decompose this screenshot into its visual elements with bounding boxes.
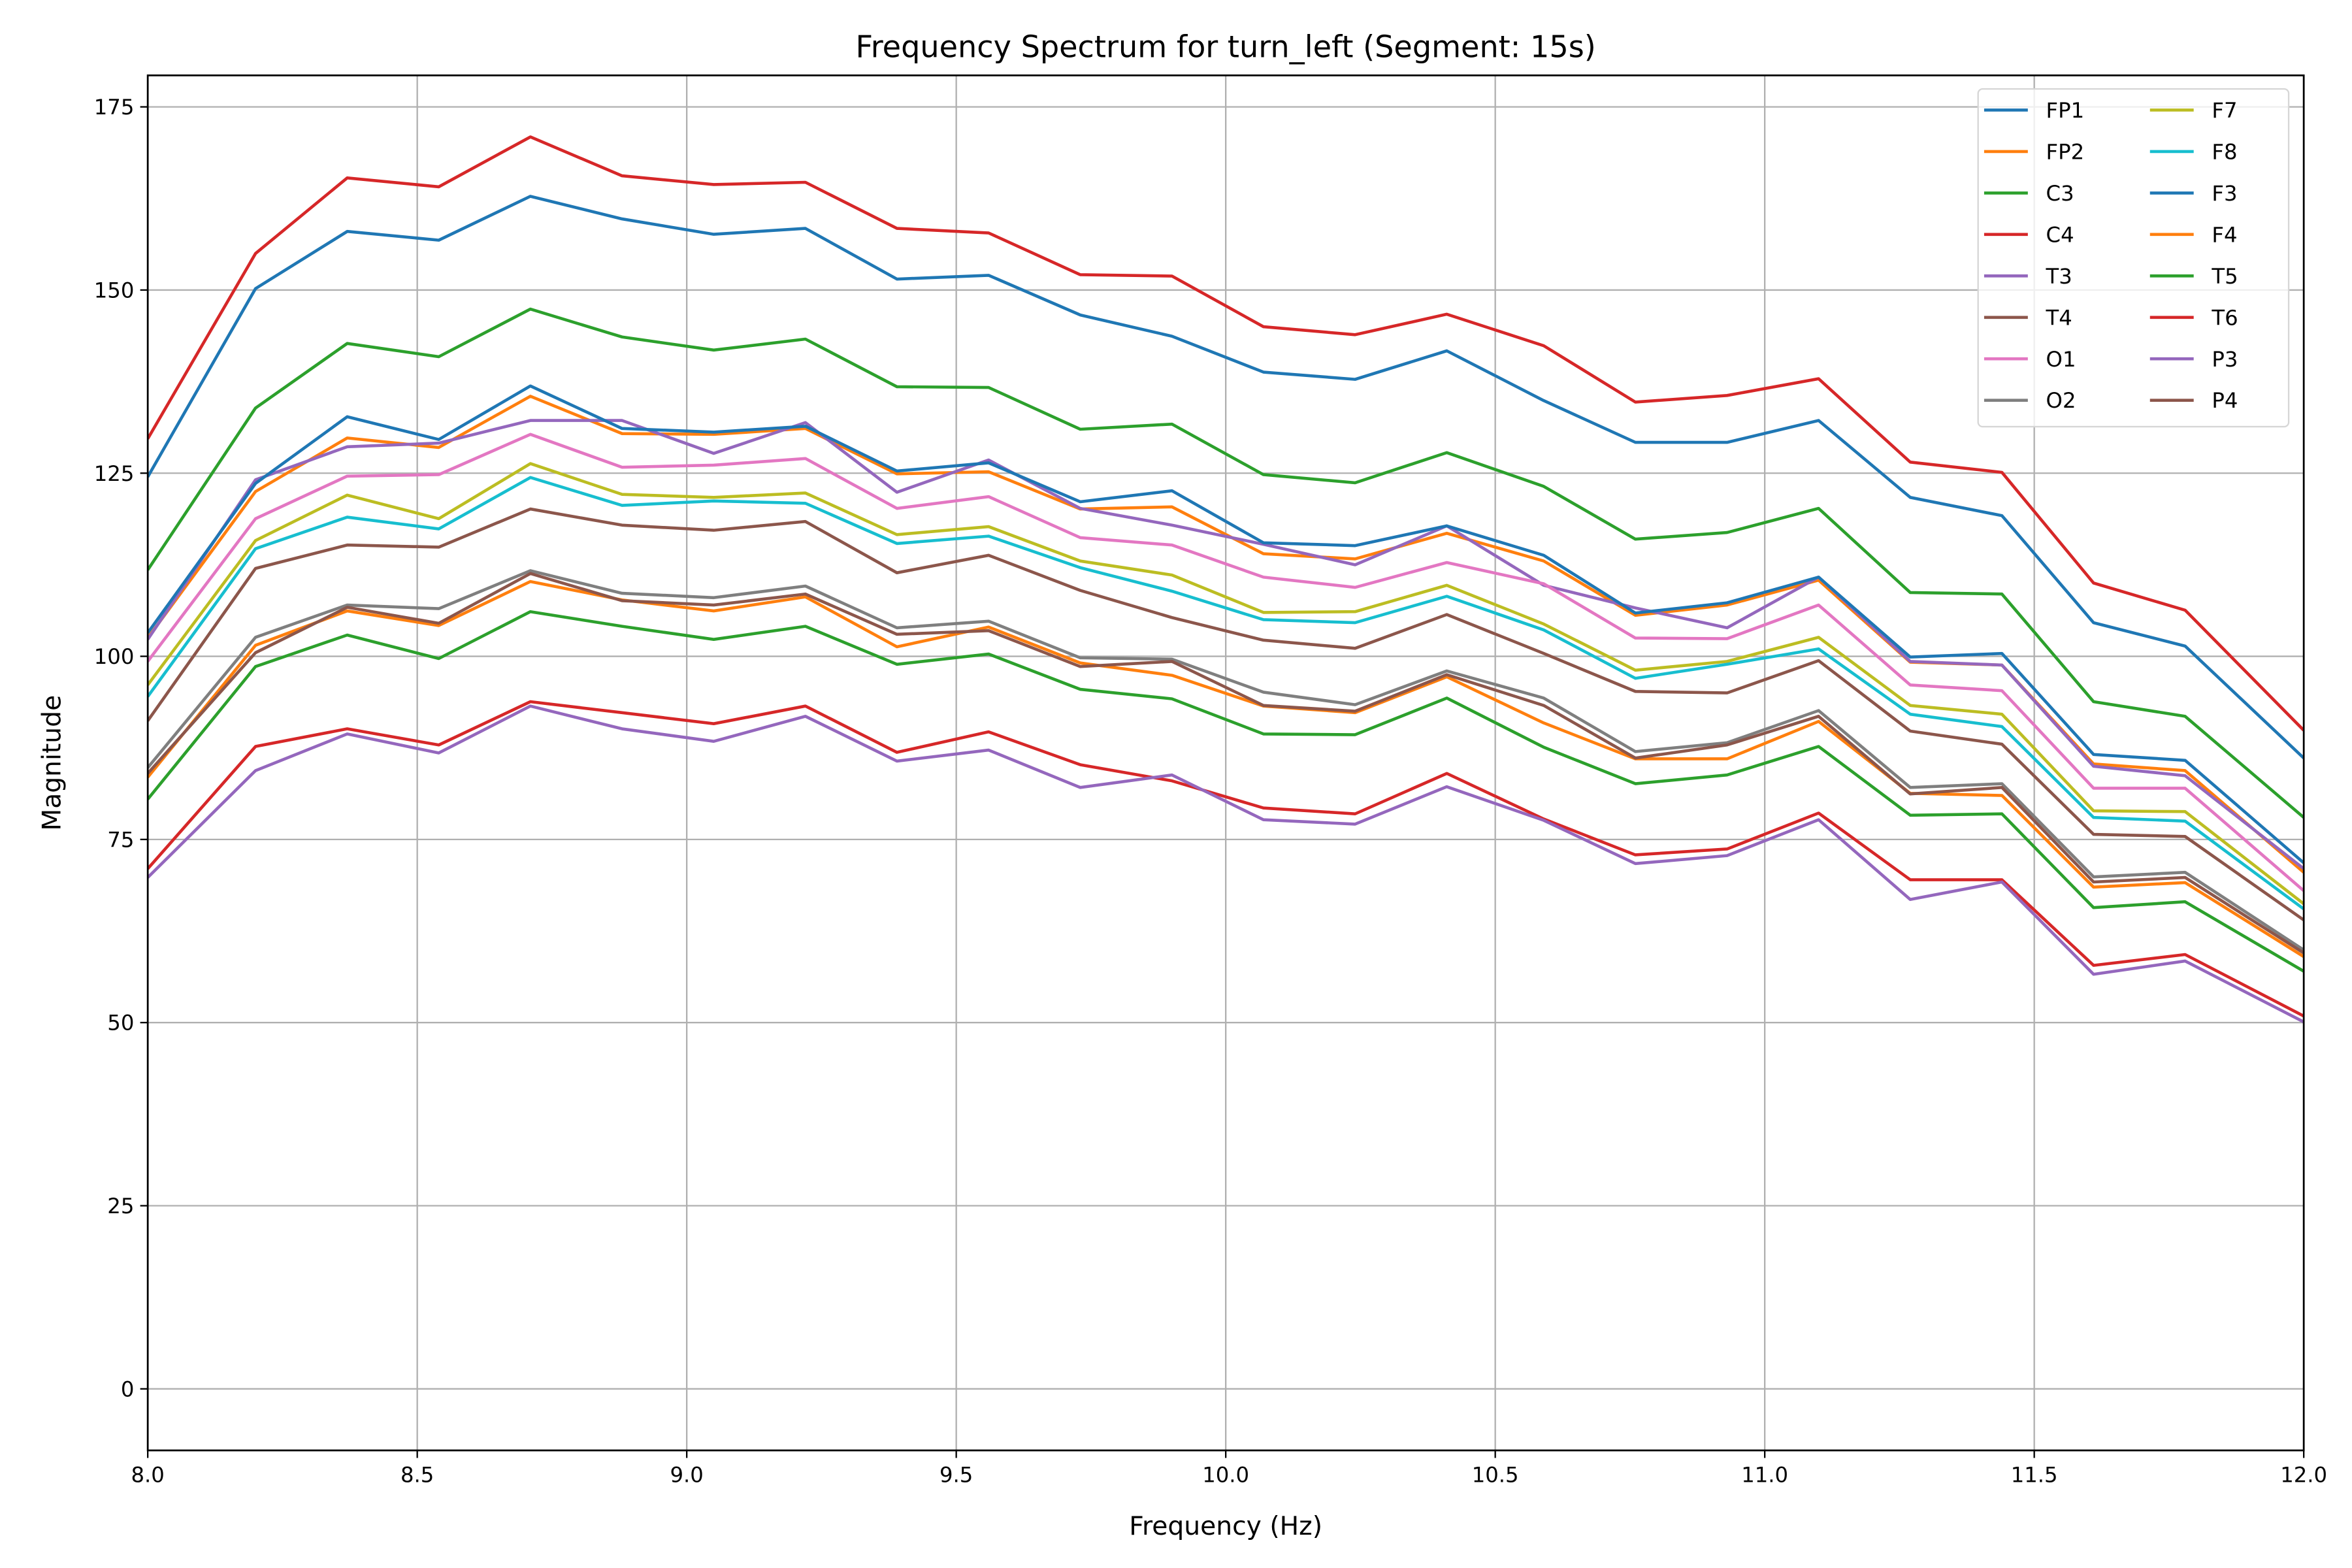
series-line-t4 (148, 507, 2304, 922)
series-line-f8 (148, 476, 2304, 911)
x-tick-label: 11.0 (1741, 1462, 1788, 1487)
legend-label: O2 (2046, 388, 2076, 413)
legend-label: F7 (2212, 98, 2237, 123)
series-line-c3 (148, 307, 2304, 819)
y-tick-label: 150 (94, 278, 135, 302)
legend-entry-t3: T3 (1984, 264, 2072, 289)
legend: FP1 FP2 C3 C4 T3 T4 O1 O2 F7 F8 F3 F4 T5 T6 P3 P4 (1977, 88, 2290, 428)
y-tick-label: 25 (107, 1194, 134, 1218)
series-line-o2 (148, 569, 2304, 952)
y-tick-label: 0 (121, 1377, 135, 1401)
legend-entry-p3: P3 (2149, 347, 2238, 372)
legend-label: T6 (2211, 305, 2238, 330)
legend-entry-f7: F7 (2149, 98, 2238, 123)
legend-entry-c4: C4 (1984, 222, 2074, 247)
y-tick-label: 125 (94, 461, 135, 486)
legend-label: T3 (2046, 264, 2072, 289)
y-tick-label: 100 (94, 644, 135, 669)
legend-entry-t5: T5 (2149, 264, 2238, 289)
legend-label: P3 (2212, 347, 2238, 372)
series-line-t3 (148, 419, 2304, 870)
legend-label: C4 (2046, 222, 2074, 247)
legend-label: F4 (2212, 222, 2237, 247)
x-tick-label: 8.0 (131, 1462, 164, 1487)
x-tick-label: 8.5 (400, 1462, 434, 1487)
series-line-p4 (148, 572, 2304, 955)
legend-entry-p4: P4 (2149, 388, 2238, 413)
legend-label: F8 (2212, 139, 2237, 164)
legend-label: C3 (2046, 181, 2074, 206)
x-tick-label: 10.0 (1202, 1462, 1249, 1487)
legend-entry-f4: F4 (2149, 222, 2238, 247)
y-tick-label: 175 (94, 95, 135, 120)
series-line-f7 (148, 462, 2304, 906)
x-tick-label: 12.0 (2280, 1462, 2327, 1487)
x-tick-label: 9.5 (939, 1462, 973, 1487)
legend-entry-t6: T6 (2149, 305, 2238, 330)
axis-ticks: 8.0 8.5 9.0 9.5 10.0 10.5 11.0 11.5 12.0 0 25 50 75 1… (94, 95, 2327, 1487)
series-line-t6 (148, 700, 2304, 1018)
x-tick-label: 11.5 (2011, 1462, 2058, 1487)
legend-box (1977, 88, 2290, 428)
legend-entry-c3: C3 (1984, 181, 2074, 206)
axes-frame (146, 74, 2305, 1452)
x-tick-label: 10.5 (1472, 1462, 1519, 1487)
series-lines (148, 135, 2304, 1024)
legend-entry-t4: T4 (1984, 305, 2072, 330)
x-axis-label: Frequency (Hz) (1129, 1512, 1322, 1541)
legend-entry-fp1: FP1 (1984, 98, 2084, 123)
legend-entry-fp2: FP2 (1984, 139, 2084, 164)
series-line-fp1 (148, 195, 2304, 759)
y-tick-label: 50 (107, 1011, 134, 1036)
x-tick-label: 9.0 (670, 1462, 703, 1487)
y-tick-label: 75 (107, 827, 134, 852)
series-line-c4 (148, 135, 2304, 732)
legend-label: FP1 (2046, 98, 2085, 123)
legend-label: FP2 (2046, 139, 2085, 164)
legend-entry-o2: O2 (1984, 388, 2076, 413)
series-line-o1 (148, 433, 2304, 892)
legend-entry-f3: F3 (2149, 181, 2238, 206)
series-line-p3 (148, 704, 2304, 1024)
series-line-t5 (148, 610, 2304, 973)
legend-label: T5 (2211, 264, 2238, 289)
legend-entry-o1: O1 (1984, 347, 2076, 372)
legend-label: O1 (2046, 347, 2076, 372)
y-axis-label: Magnitude (37, 695, 67, 831)
legend-entry-f8: F8 (2149, 139, 2238, 164)
legend-label: F3 (2212, 181, 2237, 206)
chart-title: Frequency Spectrum for turn_left (Segmen… (856, 29, 1596, 65)
legend-label: T4 (2046, 305, 2072, 330)
legend-label: P4 (2212, 388, 2238, 413)
series-line-f3 (148, 384, 2304, 864)
